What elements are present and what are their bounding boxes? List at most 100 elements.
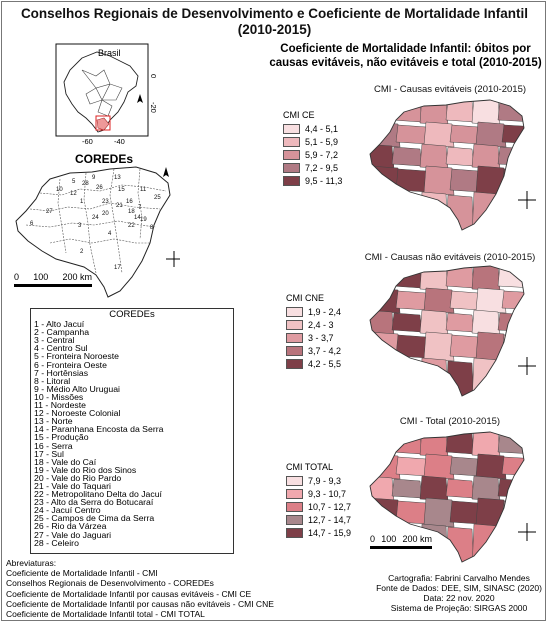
legend-cmi-ce: CMI CE 4,4 - 5,1 5,1 - 5,9 5,9 - 7,2 7,2 - 9… [283,110,342,187]
region [501,500,524,525]
legend-title: CMI CNE [286,293,324,303]
legend-entry: 5,9 - 7,2 [283,148,342,161]
legend-swatch [286,488,303,499]
crosshair-icon [518,523,536,541]
figure-title-period: (2010-2015) [237,22,312,37]
coredes-map: 1 2 3 4 5 6 7 8 9 10 11 12 13 14 15 16 1… [15,166,180,298]
north-arrow-icon [137,94,143,103]
credit-line: Cartografia: Fabrini Carvalho Mendes [388,573,530,583]
legend-entry: 7,9 - 9,3 [286,474,351,487]
coredes-num: 5 [72,179,76,185]
region [497,526,524,562]
coredes-list-item: 14 - Paranhana Encosta da Serra [34,424,164,435]
region-group [370,100,524,230]
coredes-num: 7 [138,205,142,211]
coredes-list-item: 24 - Jacuí Centro [34,505,101,516]
legend-swatch [286,358,303,369]
region [419,266,449,292]
region [501,168,524,193]
region [419,100,449,126]
region [475,497,507,528]
region [497,478,524,499]
coredes-num: 1 [80,199,84,205]
legend-entry: 3,7 - 4,2 [286,344,341,357]
coredes-map-title: COREDEs [75,152,134,166]
abbreviation-line: Coeficiente de Mortalidade Infantil - CM… [6,568,158,579]
coredes-list-item: 8 - Litoral [34,375,71,386]
region [423,287,455,314]
scale-bar-coredes: 0 100 200 km [14,272,92,287]
legend-label: 9,3 - 10,7 [308,488,347,499]
region [370,331,401,362]
legend-entry: 2,4 - 3 [286,318,341,331]
region [445,312,475,333]
region [391,194,423,230]
legend-label: 7,9 - 9,3 [308,475,342,486]
legend-label: 3 - 3,7 [308,332,334,343]
region [423,497,455,528]
figure-title: Conselhos Regionais de Desenvolvimento e… [20,6,529,21]
legend-label: 2,4 - 3 [308,319,334,330]
coredes-list-item: 7 - Hortênsias [34,367,89,378]
scale-label: 0 [370,534,376,544]
coredes-num: 6 [30,221,34,227]
region [423,453,455,480]
coredes-num: 2 [80,249,84,255]
region [501,290,524,311]
legend-label: 12,7 - 14,7 [308,514,352,525]
legend-swatch [286,501,303,512]
abbreviation-line: Coeficiente de Mortalidade Infantil por … [6,588,252,599]
region [395,334,429,359]
state-outline [369,99,525,231]
scale-label: 200 km [62,272,92,282]
credit-line: Sistema de Projeção: SIRGAS 2000 [390,603,528,613]
region [419,309,449,336]
coredes-list-item: 4 - Centro Sul [34,343,88,354]
inset-lat-tick: -20 [149,102,158,113]
region [445,526,475,562]
coredes-num: 26 [96,185,103,191]
region-group [370,266,524,396]
coredes-list-item: 23 - Alto da Serra do Botucaraí [34,497,154,508]
legend-swatch [286,319,303,330]
coredes-list-item: 27 - Vale do Jaguari [34,529,112,540]
abbreviations-heading: Abreviaturas: [6,558,57,568]
region [445,194,475,230]
coredes-list-item: 22 - Metropolitano Delta do Jacuí [34,489,162,500]
region [449,334,481,359]
coredes-list-item: 21 - Vale do Taquari [34,480,111,491]
legend-swatch [283,175,300,186]
region [445,478,475,499]
region [475,453,507,480]
coredes-list-item: 12 - Noroeste Colonial [34,408,121,419]
coredes-list-item: 20 - Vale do Rio Pardo [34,472,122,483]
coredes-num: 11 [140,187,147,193]
legend-label: 5,1 - 5,9 [305,136,339,147]
scale-label: 100 [33,272,49,282]
abbreviations-block: Abreviaturas: Coeficiente de Mortalidade… [6,558,274,619]
region [471,309,501,336]
region [419,475,449,502]
region [445,146,475,167]
region [391,432,423,455]
coredes-num: 4 [108,231,112,237]
region [370,143,395,170]
coredes-list-item: 18 - Vale do Caí [34,456,97,467]
legend-entry: 9,5 - 11,3 [283,174,342,187]
region [370,453,401,480]
region [395,290,429,311]
coredes-num: 8 [150,225,154,231]
region [471,143,501,170]
region [391,312,423,333]
figure-subtitle: Coeficiente de Mortalidade Infantil: óbi… [269,43,542,69]
region [370,287,401,314]
region [370,100,395,126]
region [475,287,507,314]
region [497,194,524,230]
scale-label: 0 [14,272,20,282]
region [423,121,455,148]
coredes-num: 19 [140,217,147,223]
coredes-num: 23 [102,199,109,205]
coredes-list: COREDEs 1 - Alto Jacuí 2 - Campanha 3 - Ce… [30,308,234,554]
